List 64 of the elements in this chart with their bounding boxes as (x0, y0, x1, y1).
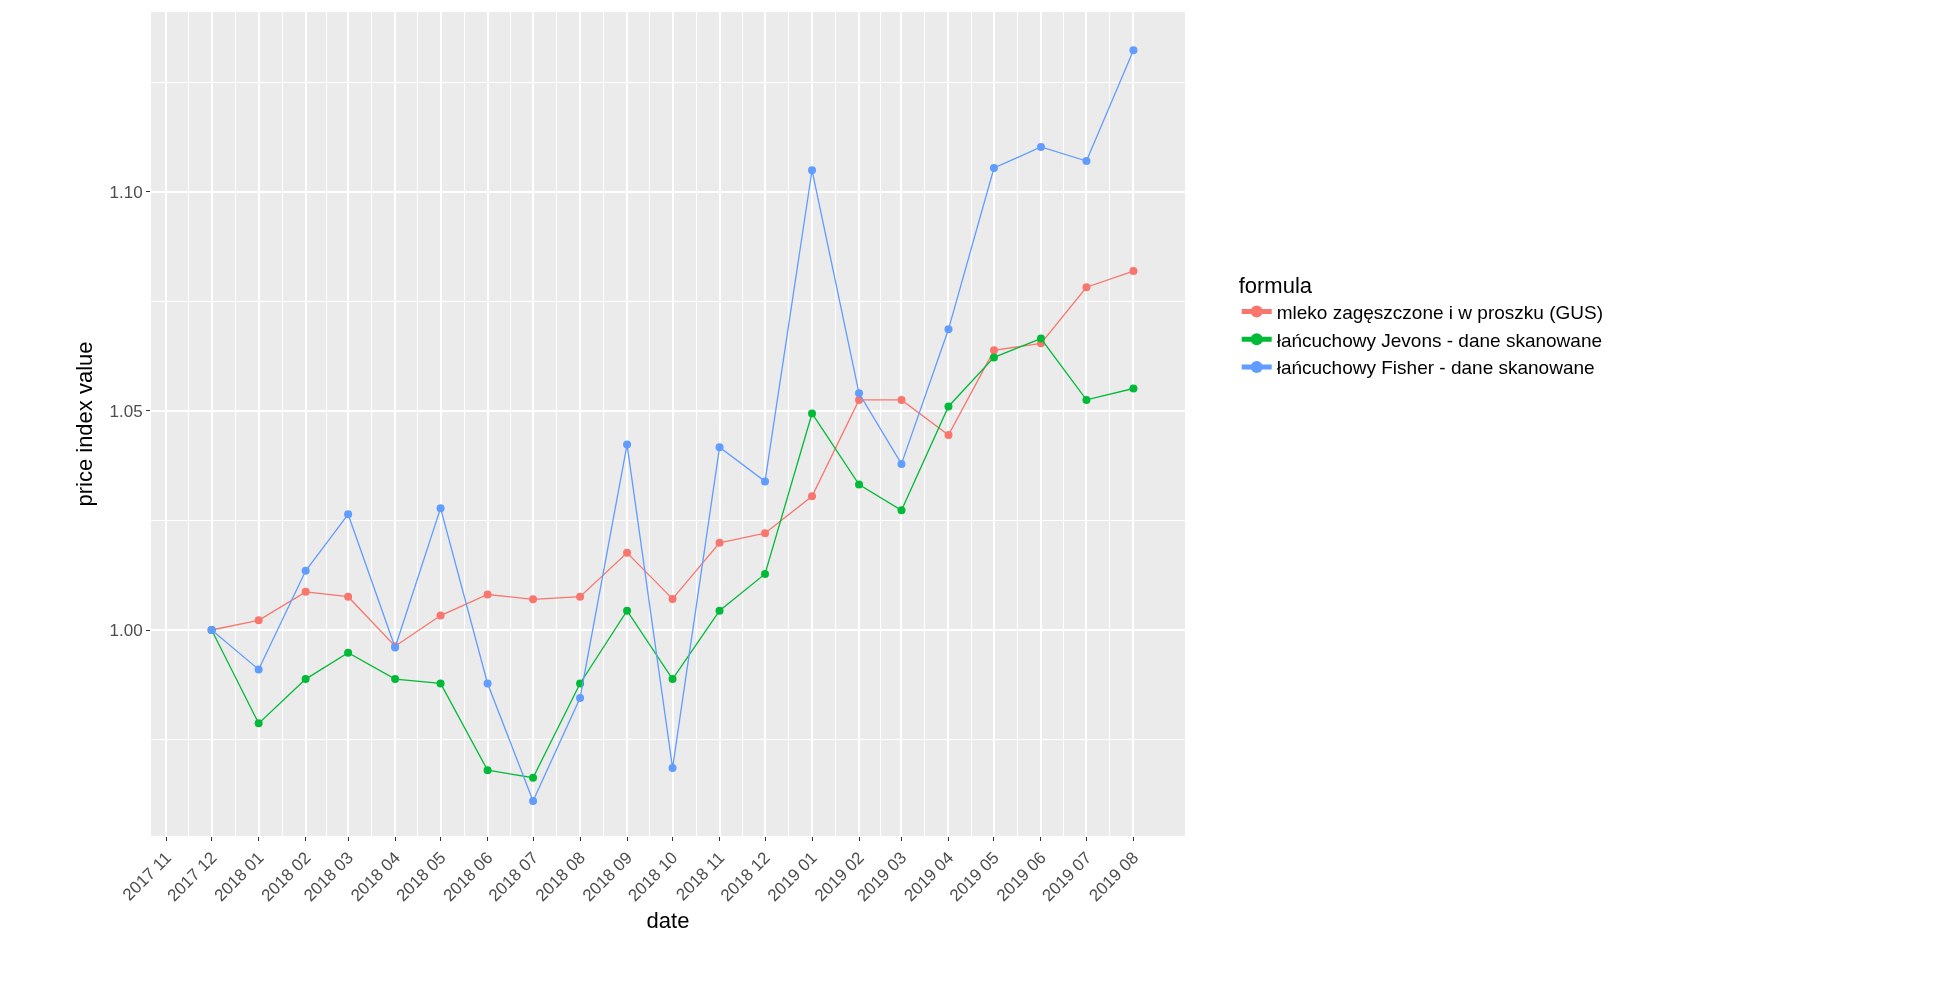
point (855, 389, 864, 398)
y-tick-label: 1.05 (109, 401, 143, 421)
point (483, 766, 492, 775)
point (1036, 143, 1045, 151)
point (855, 480, 864, 489)
point (576, 693, 585, 702)
point (989, 164, 998, 173)
point (254, 719, 263, 728)
legend-label: łańcuchowy Fisher - dane skanowane (1276, 357, 1595, 379)
point (808, 492, 817, 501)
point (715, 538, 724, 547)
legend-title: formula (1238, 272, 1313, 298)
point (715, 606, 724, 615)
point (344, 510, 353, 519)
point (576, 592, 585, 601)
point (1036, 334, 1045, 343)
point (344, 648, 353, 657)
point (623, 606, 632, 615)
legend-label: łańcuchowy Jevons - dane skanowane (1276, 329, 1603, 351)
point (761, 569, 770, 578)
point (989, 346, 998, 355)
y-tick-label: 1.00 (109, 620, 143, 640)
point (897, 459, 906, 468)
point (301, 566, 310, 575)
point (989, 353, 998, 362)
point (483, 679, 492, 688)
x-axis-title: date (646, 908, 690, 934)
point (668, 594, 677, 603)
point (436, 611, 445, 620)
point (808, 166, 817, 175)
point (808, 409, 817, 418)
point (897, 506, 906, 515)
point (301, 675, 310, 684)
point (897, 395, 906, 404)
point (1129, 384, 1138, 393)
point (1082, 157, 1091, 166)
point (623, 440, 632, 449)
point (668, 675, 677, 684)
point (761, 529, 770, 538)
y-tick-label: 1.10 (109, 182, 143, 202)
point (301, 587, 310, 596)
point (529, 796, 538, 805)
point (529, 595, 538, 604)
point (529, 773, 538, 782)
point (668, 764, 677, 773)
point (1082, 395, 1091, 404)
legend-label: mleko zagęszczone i w proszku (GUS) (1276, 301, 1603, 323)
point (344, 592, 353, 601)
point (944, 402, 953, 411)
point (715, 443, 724, 452)
point (944, 325, 953, 334)
point (254, 616, 263, 625)
point (1129, 267, 1138, 276)
point (623, 548, 632, 557)
point (483, 590, 492, 599)
y-axis-title: price index value (72, 341, 98, 507)
point (436, 679, 445, 688)
point (391, 675, 400, 684)
point (254, 665, 263, 674)
point (761, 477, 770, 486)
point (1129, 46, 1138, 55)
point (944, 430, 953, 439)
point (436, 504, 445, 513)
point (1082, 283, 1091, 292)
